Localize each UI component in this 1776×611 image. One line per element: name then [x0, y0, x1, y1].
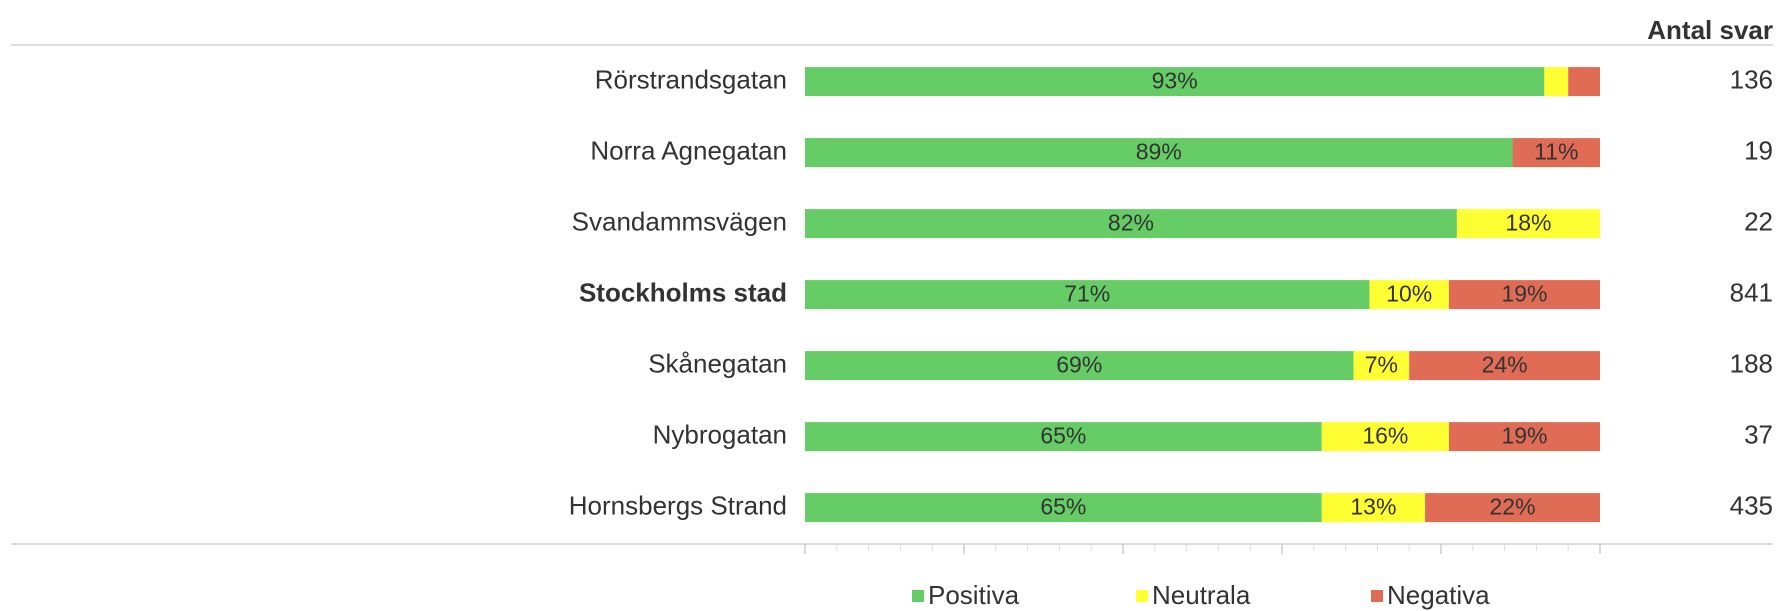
bar-segment: [805, 67, 1545, 97]
count-value: 22: [1744, 206, 1773, 236]
bar-segment: [1369, 280, 1449, 310]
bar-segment: [1409, 351, 1600, 381]
bar-segment: [1448, 422, 1600, 452]
value-label: 71%: [1064, 281, 1110, 307]
bar-segment: [1353, 351, 1410, 381]
count-value: 841: [1730, 277, 1773, 307]
legend-swatch: [1371, 590, 1383, 602]
value-label: 11%: [1534, 139, 1578, 165]
value-label: 89%: [1136, 139, 1182, 165]
value-label: 22%: [1490, 494, 1536, 520]
legend-swatch: [1136, 590, 1148, 602]
value-label: 7%: [1365, 352, 1398, 378]
count-value: 19: [1744, 135, 1773, 165]
bar-segment: [1512, 138, 1600, 168]
legend-swatch: [912, 590, 924, 602]
value-label: 16%: [1362, 423, 1408, 449]
bar-segment: [1456, 209, 1600, 239]
bar-segment: [805, 422, 1322, 452]
count-value: 188: [1730, 348, 1773, 378]
value-label: 24%: [1482, 352, 1528, 378]
count-value: 37: [1744, 419, 1773, 449]
legend-label: Neutrala: [1152, 580, 1251, 610]
bar-segment: [805, 493, 1322, 523]
bar-segment: [1425, 493, 1600, 523]
category-label: Svandammsvägen: [572, 206, 787, 236]
value-label: 93%: [1152, 68, 1198, 94]
count-value: 435: [1730, 490, 1773, 520]
legend-label: Negativa: [1387, 580, 1490, 610]
category-label: Rörstrandsgatan: [595, 64, 787, 94]
value-label: 19%: [1501, 281, 1547, 307]
value-label: 10%: [1386, 281, 1432, 307]
value-label: 13%: [1350, 494, 1396, 520]
value-label: 82%: [1108, 210, 1154, 236]
bar-segment: [1321, 422, 1449, 452]
category-label: Stockholms stad: [579, 277, 787, 307]
count-header: Antal svar: [1647, 15, 1773, 45]
category-label: Nybrogatan: [653, 419, 787, 449]
bar-segment: [1568, 67, 1600, 97]
value-label: 69%: [1056, 352, 1102, 378]
legend-label: Positiva: [928, 580, 1020, 610]
bar-segment: [805, 280, 1370, 310]
category-label: Norra Agnegatan: [590, 135, 787, 165]
bar-segment: [1448, 280, 1600, 310]
category-label: Skånegatan: [648, 348, 787, 378]
bar-segment: [805, 209, 1457, 239]
bar-segment: [805, 351, 1354, 381]
value-label: 19%: [1501, 423, 1547, 449]
value-label: 65%: [1040, 423, 1086, 449]
bar-segment: [1544, 67, 1569, 97]
bar-segment: [805, 138, 1513, 168]
bar-segment: [1321, 493, 1426, 523]
value-label: 18%: [1505, 210, 1551, 236]
count-value: 136: [1730, 64, 1773, 94]
category-label: Hornsbergs Strand: [569, 490, 787, 520]
value-label: 65%: [1040, 494, 1086, 520]
